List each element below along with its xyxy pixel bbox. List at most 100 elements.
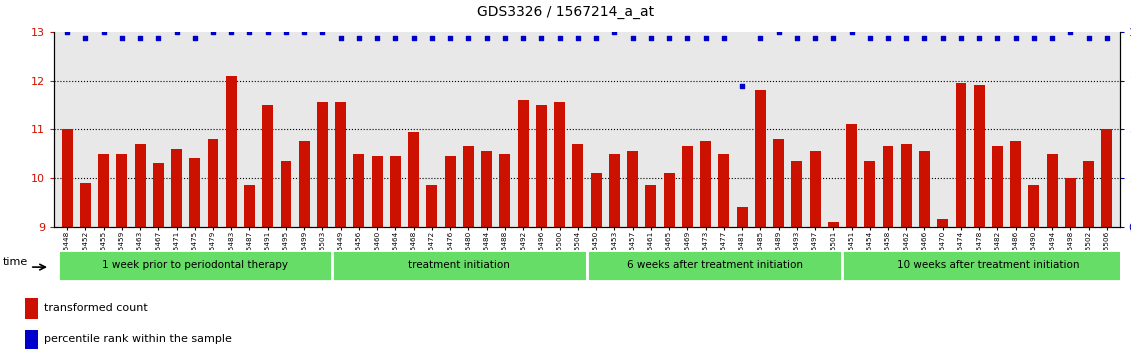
Bar [774,139,784,227]
Point [477,35,495,41]
Bar [956,83,967,227]
Bar [627,151,638,227]
Bar [938,219,948,227]
Text: 10 weeks after treatment initiation: 10 weeks after treatment initiation [897,261,1080,270]
Point [806,35,824,41]
Point [113,35,131,41]
Bar [444,156,456,227]
Point [679,35,697,41]
Bar [736,207,748,227]
Bar [590,173,602,227]
Point [277,29,295,35]
Point [441,35,459,41]
Point [58,29,76,35]
Bar [754,90,766,227]
Bar [80,183,90,227]
Bar [536,105,547,227]
Bar [1010,141,1021,227]
Bar [426,185,438,227]
Point [1025,35,1043,41]
Point [295,29,313,35]
Point [697,35,715,41]
Text: GDS3326 / 1567214_a_at: GDS3326 / 1567214_a_at [477,5,654,19]
Bar [682,146,693,227]
Point [95,29,113,35]
Bar [882,146,893,227]
Bar [1028,185,1039,227]
Bar [572,144,584,227]
Text: time: time [2,257,28,267]
Point [369,35,387,41]
Bar [864,161,875,227]
Bar [1083,161,1094,227]
Point [1061,29,1079,35]
Bar [481,151,492,227]
Point [222,29,240,35]
Bar [792,161,802,227]
Point [405,35,423,41]
Bar [116,154,128,227]
Bar [992,146,1003,227]
Point [259,29,277,35]
Text: 1 week prior to periodontal therapy: 1 week prior to periodontal therapy [102,261,287,270]
Point [879,35,897,41]
Bar [500,154,510,227]
Point [1080,35,1098,41]
Point [387,35,405,41]
Text: treatment initiation: treatment initiation [408,261,510,270]
Bar [317,102,328,227]
Point [76,35,94,41]
Bar [335,102,346,227]
Bar [189,159,200,227]
Bar [587,250,843,281]
Bar [810,151,820,227]
Point [733,84,751,89]
Bar [920,151,930,227]
Bar [61,129,72,227]
Bar [463,146,474,227]
Point [824,35,843,41]
Bar [331,250,587,281]
Point [533,35,551,41]
Point [515,35,533,41]
Point [167,29,185,35]
Point [423,35,441,41]
Bar [354,154,364,227]
Point [204,29,222,35]
Bar [372,156,382,227]
Bar [58,250,331,281]
Point [551,35,569,41]
Point [915,35,933,41]
Point [1043,35,1061,41]
Bar [135,144,146,227]
Bar [974,85,985,227]
Bar [718,154,729,227]
Point [623,35,641,41]
Bar [518,100,528,227]
Point [970,35,988,41]
Point [313,29,331,35]
Point [331,35,349,41]
Bar [171,149,182,227]
Point [459,35,477,41]
Point [897,35,915,41]
Bar [390,156,400,227]
Point [751,35,769,41]
Bar [226,76,236,227]
Text: transformed count: transformed count [44,303,148,313]
Point [843,29,861,35]
Point [1098,35,1116,41]
Bar [207,139,218,227]
Point [605,29,623,35]
Point [241,29,259,35]
Point [587,35,605,41]
Point [661,35,679,41]
Bar [700,141,711,227]
Text: 6 weeks after treatment initiation: 6 weeks after treatment initiation [627,261,803,270]
Bar [244,185,254,227]
Point [641,35,659,41]
Bar [25,297,38,319]
Bar [664,173,674,227]
Point [131,35,149,41]
Text: percentile rank within the sample: percentile rank within the sample [44,334,232,344]
